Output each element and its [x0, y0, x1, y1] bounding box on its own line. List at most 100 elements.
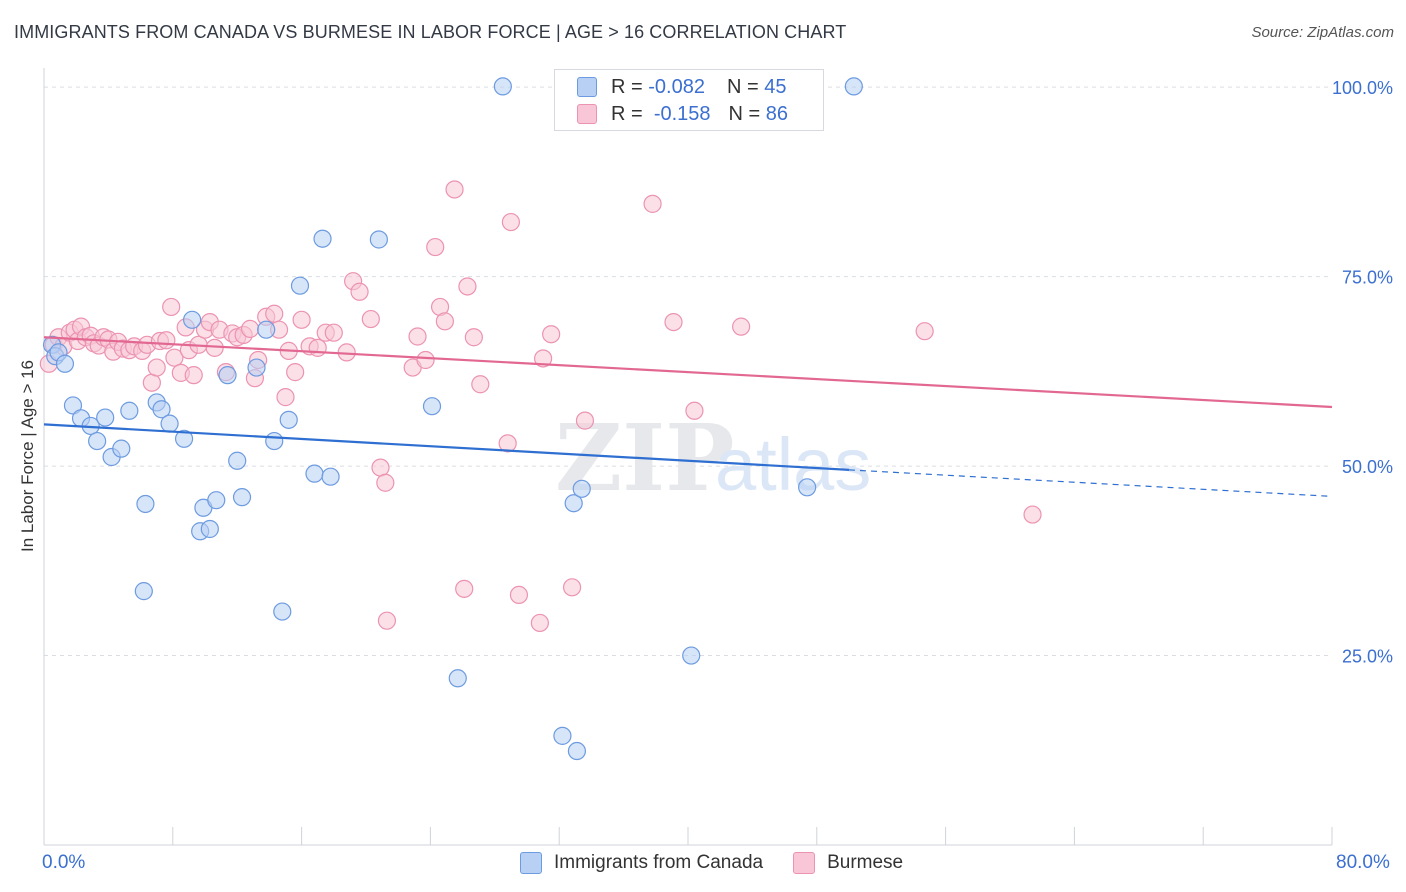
- data-point-burmese: [542, 325, 561, 344]
- data-point-burmese: [371, 458, 390, 477]
- series-swatch-burmese: [793, 852, 816, 874]
- data-point-canada: [564, 494, 583, 513]
- data-point-burmese: [643, 194, 662, 213]
- data-point-burmese: [562, 578, 582, 597]
- data-point-burmese: [157, 331, 176, 350]
- data-point-canada: [448, 669, 467, 688]
- data-point-burmese: [509, 585, 529, 605]
- legend-r-value-canada: -0.082: [648, 75, 705, 98]
- correlation-legend: R = -0.082 N = 45 R = -0.158 N = 86: [554, 69, 824, 131]
- data-point-burmese: [533, 349, 553, 368]
- data-point-burmese: [445, 180, 464, 199]
- data-point-burmese: [498, 434, 517, 453]
- data-point-burmese: [575, 411, 595, 430]
- series-legend-burmese: Burmese: [793, 852, 903, 874]
- data-point-canada: [207, 491, 226, 510]
- data-point-burmese: [530, 613, 549, 633]
- legend-n-label: N =: [726, 75, 759, 98]
- chart-title: IMMIGRANTS FROM CANADA VS BURMESE IN LAB…: [14, 22, 847, 42]
- data-point-burmese: [408, 327, 427, 346]
- data-point-canada: [321, 467, 340, 486]
- data-point-canada: [265, 431, 284, 451]
- data-point-burmese: [184, 366, 203, 385]
- data-point-burmese: [376, 473, 395, 492]
- data-point-canada: [290, 276, 310, 295]
- points-layer: [39, 77, 1042, 761]
- series-legend-label-burmese: Burmese: [827, 852, 904, 873]
- axes-layer: [43, 68, 1333, 846]
- data-point-canada: [63, 396, 83, 415]
- legend-n-value-burmese: 86: [765, 102, 789, 125]
- data-point-canada: [136, 494, 155, 514]
- data-point-burmese: [435, 312, 454, 331]
- trend-extension-canada: [848, 469, 1333, 497]
- data-point-burmese: [292, 310, 311, 329]
- data-point-burmese: [308, 338, 327, 357]
- series-swatch-canada: [520, 852, 542, 874]
- data-point-canada: [572, 479, 591, 498]
- data-point-burmese: [455, 579, 474, 598]
- data-point-canada: [228, 451, 247, 470]
- series-legend-canada: Immigrants from Canada: [520, 852, 763, 874]
- data-point-canada: [567, 741, 587, 761]
- legend-swatch-burmese: [577, 104, 597, 124]
- data-point-canada: [422, 397, 442, 416]
- data-point-canada: [279, 410, 298, 429]
- data-point-canada: [493, 77, 512, 96]
- data-point-canada: [257, 320, 276, 339]
- data-point-burmese: [165, 348, 184, 367]
- y-tick-label: 100.0%: [1332, 78, 1393, 98]
- data-point-canada: [369, 230, 388, 249]
- data-point-canada: [134, 582, 153, 601]
- data-point-burmese: [265, 304, 284, 323]
- data-point-canada: [232, 488, 252, 507]
- x-tick-label-max: 80.0%: [1336, 852, 1390, 873]
- data-point-canada: [152, 400, 171, 419]
- data-point-burmese: [471, 375, 490, 394]
- legend-r-label: R =: [611, 102, 643, 125]
- y-tick-label: 50.0%: [1342, 457, 1393, 477]
- data-point-burmese: [1023, 505, 1042, 524]
- data-point-burmese: [162, 297, 181, 317]
- data-point-burmese: [142, 373, 161, 392]
- data-point-canada: [88, 431, 107, 451]
- legend-r-label: R =: [611, 75, 643, 98]
- data-point-burmese: [464, 328, 483, 347]
- legend-n-value-canada: 45: [764, 75, 787, 98]
- data-point-canada: [798, 478, 817, 497]
- data-point-canada: [183, 310, 202, 329]
- legend-n-label: N =: [728, 102, 761, 125]
- data-point-burmese: [915, 322, 934, 341]
- watermark: ZIP atlas: [555, 404, 871, 512]
- data-point-burmese: [377, 611, 397, 630]
- legend-swatch-canada: [577, 77, 597, 97]
- legend-row-burmese: R = -0.158 N = 86: [577, 101, 788, 127]
- legend-r-value-burmese: -0.158: [653, 102, 711, 125]
- data-point-canada: [112, 439, 131, 458]
- data-point-burmese: [501, 212, 520, 232]
- data-point-burmese: [350, 282, 369, 301]
- data-point-canada: [218, 366, 237, 385]
- trend-line-canada: [43, 423, 850, 471]
- data-point-canada: [174, 429, 194, 448]
- data-point-canada: [305, 464, 324, 483]
- x-tick-label-min: 0.0%: [42, 852, 86, 873]
- series-legend: Immigrants from Canada Burmese: [520, 852, 933, 874]
- data-point-burmese: [458, 277, 477, 296]
- data-point-canada: [55, 354, 75, 373]
- data-point-canada: [200, 519, 219, 539]
- y-axis-label: In Labor Force | Age > 16: [18, 359, 37, 553]
- source-label: Source: ZipAtlas.com: [1251, 24, 1394, 41]
- data-point-burmese: [240, 319, 260, 339]
- data-point-burmese: [426, 237, 445, 257]
- y-tick-labels: 25.0% 50.0% 75.0% 100.0%: [1332, 78, 1393, 666]
- data-point-canada: [682, 646, 701, 665]
- trend-layer: [43, 336, 1333, 497]
- y-tick-label: 75.0%: [1342, 268, 1393, 288]
- data-point-burmese: [664, 312, 683, 332]
- trend-line-burmese: [43, 336, 1333, 409]
- data-point-canada: [120, 401, 139, 420]
- data-point-canada: [844, 77, 863, 96]
- data-point-burmese: [276, 388, 295, 407]
